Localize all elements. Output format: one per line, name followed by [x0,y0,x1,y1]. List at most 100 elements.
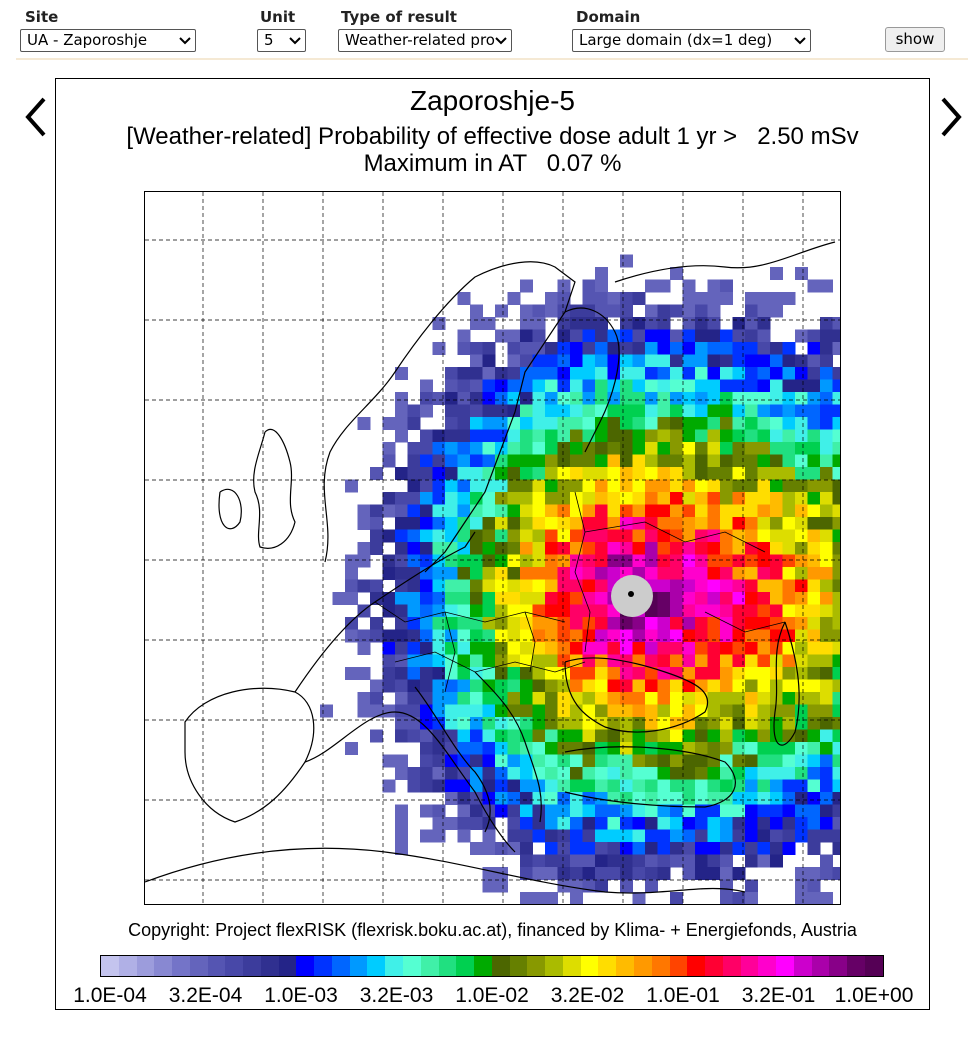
result-type-select[interactable]: Weather-related pro [338,29,512,52]
probability-cell [495,679,508,693]
probability-cell [657,392,671,405]
colorbar-segment [616,956,634,976]
probability-cell [495,779,508,793]
probability-cell [432,779,446,793]
probability-cell [545,767,558,780]
probability-cell [595,342,608,355]
probability-cell [420,679,433,693]
probability-cell [420,504,433,518]
probability-cell [582,392,596,405]
probability-cell [770,479,783,493]
chevron-right-icon[interactable] [935,95,965,140]
coastline-iberia [184,687,315,823]
probability-cell [832,817,840,830]
probability-cell [482,742,496,755]
probability-cell [582,454,596,468]
probability-cell [420,692,433,705]
probability-cell [620,492,633,505]
probability-cell [632,692,646,705]
probability-cell [782,667,796,680]
probability-cell [695,592,708,605]
probability-cell [557,392,571,405]
chevron-left-icon[interactable] [22,95,52,140]
probability-cell [570,779,583,793]
probability-cell [620,704,633,718]
probability-cell [407,504,421,518]
probability-cell [570,704,583,718]
probability-cell [832,579,840,593]
probability-cell [557,592,571,605]
probability-cell [557,492,571,505]
probability-cell [820,742,833,755]
probability-cell [832,342,840,355]
probability-cell [782,604,796,618]
probability-cell [420,392,433,405]
probability-cell [757,642,771,655]
probability-cell [782,542,796,555]
probability-cell [832,442,840,455]
probability-cell [757,754,771,768]
probability-cell [607,292,621,305]
probability-cell [532,567,546,580]
probability-cell [670,454,683,468]
probability-cell [595,679,608,693]
probability-cell [757,529,771,543]
probability-cell [720,379,733,393]
probability-cell [520,692,533,705]
probability-cell [807,479,821,493]
probability-cell [395,392,408,405]
probability-cell [395,529,408,543]
probability-cell [470,817,483,830]
probability-cell [620,779,633,793]
probability-cell [482,504,496,518]
probability-cell [832,542,840,555]
probability-cell [570,867,583,880]
probability-cell [457,792,471,805]
probability-cell [595,854,608,868]
probability-cell [807,879,821,893]
probability-cell [707,729,721,743]
probability-cell [732,642,746,655]
probability-cell [695,867,708,880]
colorbar-segment [278,956,297,976]
probability-cell [507,479,521,493]
probability-cell [682,379,696,393]
probability-cell [470,529,483,543]
probability-cell [407,667,421,680]
probability-cell [820,392,833,405]
probability-cell [670,392,683,405]
probability-cell [620,529,633,543]
probability-cell [620,329,633,343]
probability-cell [732,354,746,368]
probability-cell [557,542,571,555]
probability-cell [357,504,371,518]
probability-cell [795,879,808,893]
probability-cell [682,454,696,468]
probability-cell [420,804,433,818]
probability-cell [707,579,721,593]
probability-cell [395,554,408,568]
probability-cell [795,529,808,543]
probability-cell [457,454,471,468]
probability-cell [482,654,496,668]
probability-cell [682,529,696,543]
probability-cell [832,379,840,393]
probability-cell [807,542,821,555]
chevron-down-icon [794,37,806,45]
probability-cell [482,767,496,780]
probability-cell [557,717,571,730]
probability-cell [395,829,408,843]
probability-cell [745,792,758,805]
show-button[interactable]: show [885,27,945,52]
unit-select[interactable]: 5 [257,29,306,52]
probability-cell [707,504,721,518]
probability-cell [407,692,421,705]
domain-select[interactable]: Large domain (dx=1 deg) [572,29,811,52]
coastline-turkey [564,746,736,808]
site-select[interactable]: UA - Zaporoshje [20,29,196,52]
probability-cell [407,729,421,743]
probability-cell [832,692,840,705]
probability-cell [682,779,696,793]
probability-cell [807,692,821,705]
probability-cell [582,792,596,805]
